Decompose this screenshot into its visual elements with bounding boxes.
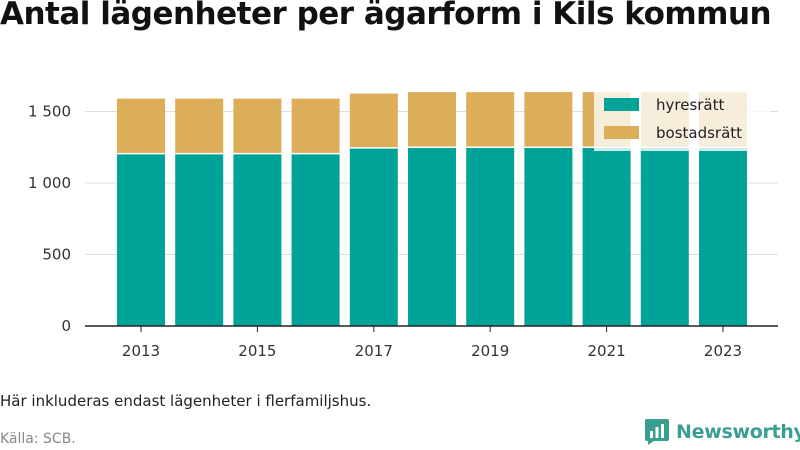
chart-title: Antal lägenheter per ägarform i Kils kom…: [0, 0, 772, 32]
brand-name: Newsworthy: [676, 421, 800, 443]
bar-hyresrätt: [349, 147, 398, 326]
bar-hyresrätt: [524, 147, 573, 326]
y-tick-label: 0: [61, 317, 71, 335]
legend-label-hyresrätt: hyresrätt: [656, 96, 725, 114]
x-tick-label: 2023: [704, 342, 742, 360]
bar-hyresrätt: [233, 153, 282, 326]
x-tick-label: 2019: [471, 342, 509, 360]
bar-bostadsrätt: [408, 92, 456, 148]
bar-bostadsrätt: [175, 98, 224, 154]
bar-bostadsrätt: [349, 93, 398, 148]
bar-bostadsrätt: [524, 92, 573, 148]
bar-hyresrätt: [640, 147, 689, 326]
bar-hyresrätt: [699, 147, 747, 326]
legend-background: [594, 87, 770, 151]
y-tick-label: 1 500: [28, 102, 71, 120]
bar-chart-speech-icon: [645, 419, 669, 445]
x-tick-label: 2017: [355, 342, 393, 360]
bar-hyresrätt: [117, 153, 165, 326]
y-tick-label: 500: [42, 245, 71, 263]
newsworthy-logo: Newsworthy: [644, 418, 800, 446]
bar-hyresrätt: [408, 147, 456, 326]
x-tick-label: 2015: [238, 342, 276, 360]
x-tick-label: 2013: [122, 342, 160, 360]
chart-note: Här inkluderas endast lägenheter i flerf…: [0, 392, 372, 410]
legend-label-bostadsrätt: bostadsrätt: [656, 124, 742, 142]
x-tick-label: 2021: [588, 342, 626, 360]
bar-bostadsrätt: [233, 98, 282, 154]
bar-hyresrätt: [466, 147, 515, 326]
bar-bostadsrätt: [466, 92, 515, 148]
bar-hyresrätt: [175, 153, 224, 326]
bar-bostadsrätt: [291, 98, 340, 154]
bar-bostadsrätt: [117, 98, 165, 154]
bar-hyresrätt: [582, 147, 631, 326]
source-text: Källa: SCB.: [0, 431, 76, 447]
bar-hyresrätt: [291, 153, 340, 326]
y-tick-label: 1 000: [28, 174, 71, 192]
legend-swatch-hyresrätt: [604, 98, 639, 111]
legend-swatch-bostadsrätt: [604, 126, 639, 139]
